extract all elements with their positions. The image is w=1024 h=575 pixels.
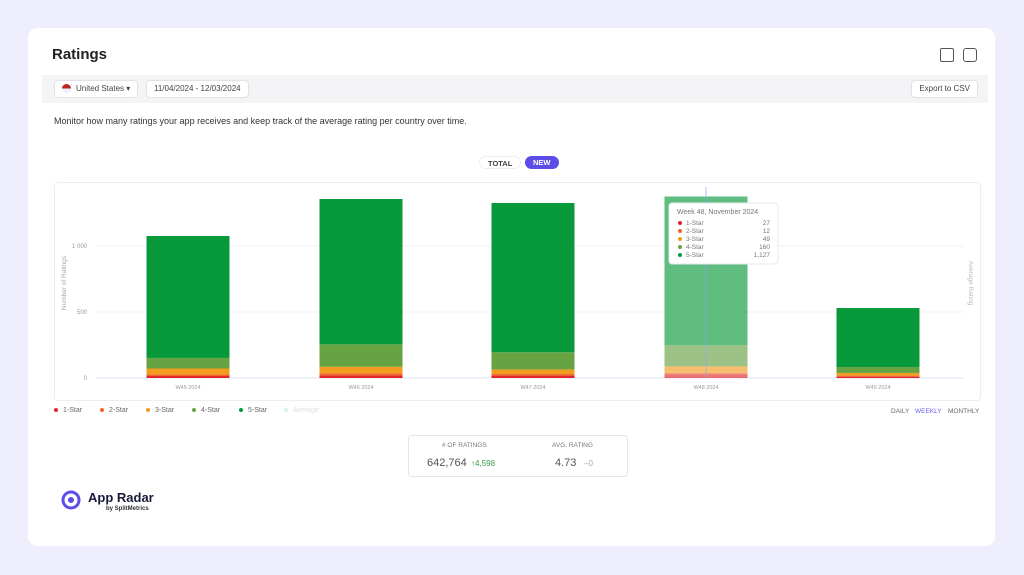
legend-dot-icon: [146, 408, 150, 413]
arrow-up-icon: ↑: [471, 459, 475, 468]
country-select[interactable]: United States ▾: [54, 80, 139, 98]
bar-segment-3-star: [146, 368, 230, 375]
ratings-card: Ratings United States ▾ 11/04/2024 - 12/…: [28, 28, 995, 546]
ratings-chart: 0 500 1 000 Number of Ratings Average Rating…: [54, 182, 981, 401]
bar-segment-2-star: [491, 374, 575, 376]
bar-segment-4-star: [491, 352, 575, 370]
x-tick-label: W49 2024: [865, 385, 890, 391]
tooltip: [668, 202, 779, 265]
period-monthly[interactable]: MONTHLY: [948, 408, 980, 415]
x-tick-label: W48 2024: [693, 385, 718, 391]
tooltip-value: 27: [763, 220, 771, 227]
y-axis-label: Number of Ratings: [61, 255, 68, 310]
user-icon[interactable]: [963, 48, 977, 62]
tooltip-dot: [678, 229, 682, 233]
tooltip-dot: [678, 237, 682, 241]
tooltip-label: 2-Star: [686, 228, 705, 235]
export-csv-button[interactable]: Export to CSV: [911, 80, 978, 98]
x-tick-label: W46 2024: [348, 385, 373, 391]
radar-logo-icon: [61, 490, 81, 510]
ratings-count-value: 642,764: [427, 457, 467, 469]
bar-segment-3-star: [319, 366, 403, 374]
date-range-picker[interactable]: 11/04/2024 - 12/03/2024: [146, 80, 249, 98]
bar-segment-3-star: [836, 372, 920, 376]
bar-segment-4-star: [836, 367, 920, 373]
tooltip-value: 12: [763, 228, 771, 235]
tooltip-value: 160: [759, 244, 770, 251]
tooltip-value: 49: [763, 236, 771, 243]
bar-segment-2-star: [836, 375, 920, 377]
legend-dot-icon: [100, 408, 104, 413]
legend-item-3-star[interactable]: 3-Star: [146, 407, 174, 414]
ratings-delta: ↑4,598: [471, 459, 496, 468]
tooltip-label: 4-Star: [686, 244, 705, 251]
legend-item-5-star[interactable]: 5-Star: [239, 407, 267, 414]
chevron-down-icon: ▾: [126, 84, 131, 93]
y2-axis-label: Average Rating: [967, 261, 974, 306]
legend-dot-icon: [284, 408, 288, 413]
avg-rating-delta: –0: [584, 459, 593, 468]
bar-segment-4-star: [146, 357, 230, 369]
x-tick-label: W45 2024: [175, 385, 200, 391]
bar-segment-1-star: [319, 375, 403, 378]
legend-dot-icon: [239, 408, 243, 413]
bar-segment-2-star: [146, 374, 230, 377]
tab-total[interactable]: TOTAL: [479, 156, 522, 169]
bar-segment-2-star: [319, 373, 403, 376]
tooltip-title: Week 48, November 2024: [677, 209, 758, 216]
tooltip-dot: [678, 221, 682, 225]
chart-svg: 0 500 1 000 Number of Ratings Average Rating…: [61, 187, 974, 391]
bar-segment-5-star: [319, 199, 403, 345]
legend-item-average[interactable]: Average: [284, 407, 319, 414]
bar-segment-5-star: [491, 202, 575, 353]
page-title: Ratings: [52, 46, 108, 63]
tab-new[interactable]: NEW: [525, 156, 559, 169]
tooltip-value: 1,127: [754, 252, 771, 259]
bar-segment-5-star: [146, 235, 230, 358]
description: Monitor how many ratings your app receiv…: [54, 116, 467, 126]
ratings-count-label: # OF RATINGS: [442, 442, 487, 449]
bar-segment-1-star: [491, 375, 575, 378]
y-tick-label: 0: [84, 376, 88, 382]
x-tick-label: W47 2024: [520, 385, 545, 391]
tooltip-dot: [678, 253, 682, 257]
toolbar: United States ▾ 11/04/2024 - 12/03/2024 …: [42, 75, 988, 103]
y-tick-label: 500: [77, 310, 88, 316]
bar-segment-4-star: [319, 344, 403, 367]
us-flag-icon: [62, 84, 71, 94]
legend-item-4-star[interactable]: 4-Star: [192, 407, 220, 414]
legend-item-1-star[interactable]: 1-Star: [54, 407, 82, 414]
legend-item-2-star[interactable]: 2-Star: [100, 407, 128, 414]
bar-segment-1-star: [836, 376, 920, 378]
avg-rating-value: 4.73: [555, 457, 577, 469]
avg-rating-label: AVG. RATING: [552, 442, 593, 449]
bar-segment-3-star: [491, 369, 575, 375]
period-daily[interactable]: DAILY: [891, 408, 910, 415]
bar-segment-5-star: [836, 308, 920, 368]
tooltip-label: 3-Star: [686, 236, 705, 243]
tooltip-dot: [678, 245, 682, 249]
legend-dot-icon: [192, 408, 196, 413]
book-icon[interactable]: [940, 48, 954, 62]
tooltip-label: 1-Star: [686, 220, 705, 227]
legend-dot-icon: [54, 408, 58, 413]
stats-panel: # OF RATINGS 642,764 ↑4,598 AVG. RATING …: [408, 435, 628, 477]
period-weekly[interactable]: WEEKLY: [915, 408, 942, 415]
tooltip-label: 5-Star: [686, 252, 705, 259]
y-tick-label: 1 000: [72, 244, 88, 250]
bar-segment-1-star: [146, 376, 230, 378]
